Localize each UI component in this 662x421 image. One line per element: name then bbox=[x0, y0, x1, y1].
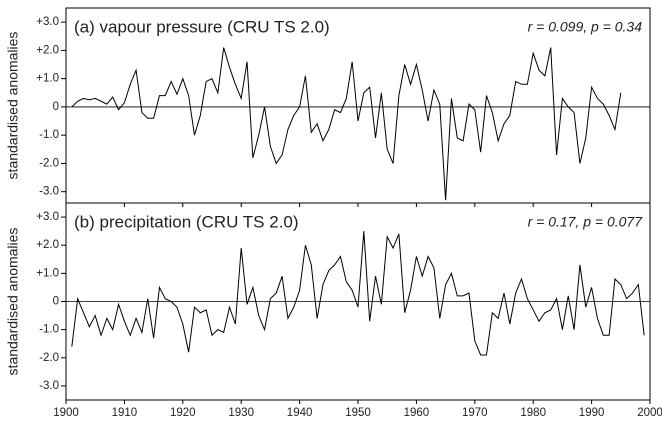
y-tick-label: -1.0 bbox=[39, 324, 59, 336]
y-tick-label: +3.0 bbox=[36, 211, 59, 223]
y-axis-label: standardised anomalies bbox=[5, 32, 21, 180]
y-tick-label: +1.0 bbox=[36, 267, 59, 279]
y-tick-label: -1.0 bbox=[39, 129, 59, 141]
x-tick-label: 2000 bbox=[637, 407, 662, 419]
x-tick-label: 1900 bbox=[53, 407, 79, 419]
y-tick-label: -3.0 bbox=[39, 186, 59, 198]
y-tick-label: +3.0 bbox=[36, 16, 59, 28]
x-tick-label: 1920 bbox=[170, 407, 196, 419]
data-line bbox=[71, 47, 622, 201]
panel-title: (a) vapour pressure (CRU TS 2.0) bbox=[74, 17, 330, 36]
panel-title: (b) precipitation (CRU TS 2.0) bbox=[74, 212, 299, 231]
x-tick-label: 1940 bbox=[287, 407, 313, 419]
y-tick-label: -2.0 bbox=[39, 157, 59, 169]
annotation: r = 0.099, p = 0.34 bbox=[528, 19, 643, 35]
plot-frame bbox=[65, 7, 651, 204]
x-tick-label: 1980 bbox=[520, 407, 546, 419]
x-tick-label: 1930 bbox=[228, 407, 254, 419]
y-tick-label: -3.0 bbox=[39, 380, 59, 392]
x-tick-label: 1990 bbox=[579, 407, 605, 419]
y-tick-label: 0 bbox=[53, 101, 59, 113]
y-tick-label: +1.0 bbox=[36, 73, 59, 85]
x-tick-label: 1950 bbox=[345, 407, 371, 419]
annotation: r = 0.17, p = 0.077 bbox=[528, 214, 644, 230]
y-tick-label: -2.0 bbox=[39, 352, 59, 364]
y-tick-label: +2.0 bbox=[36, 44, 59, 56]
y-tick-label: +2.0 bbox=[36, 239, 59, 251]
data-line bbox=[71, 231, 645, 356]
x-tick-label: 1970 bbox=[462, 407, 488, 419]
y-tick-label: 0 bbox=[53, 296, 59, 308]
x-tick-label: 1960 bbox=[404, 407, 430, 419]
x-tick-label: 1910 bbox=[112, 407, 138, 419]
y-axis-label: standardised anomalies bbox=[5, 228, 21, 376]
